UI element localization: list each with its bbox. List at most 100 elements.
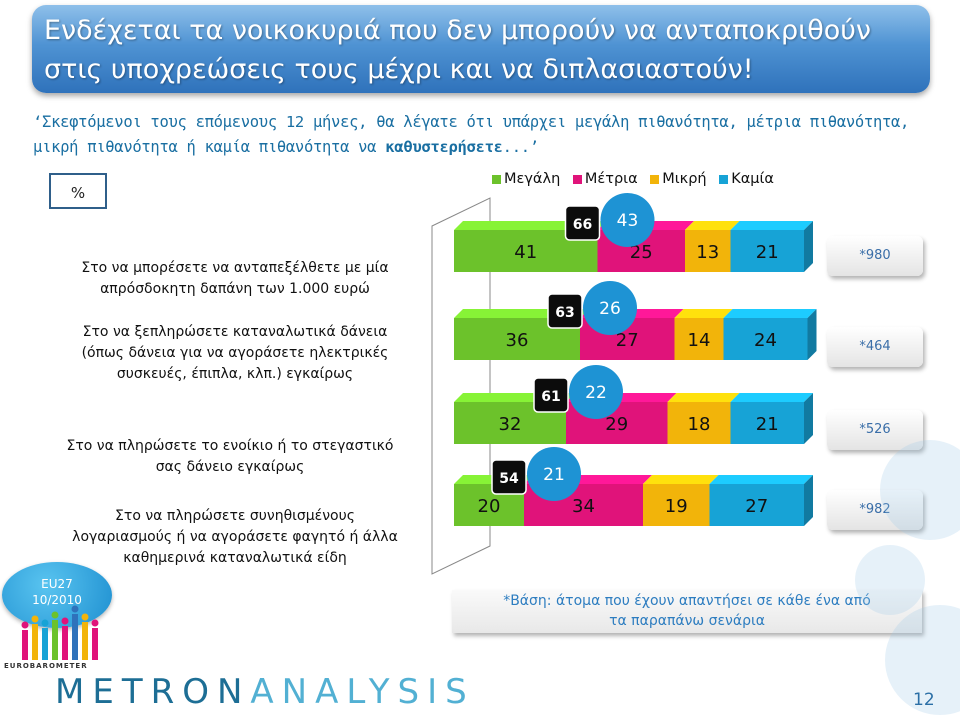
bar-side-2 [807, 309, 817, 360]
question-bold: καθυστερήσετε [385, 138, 503, 156]
row-label-2-line-3: συσκευές, έπιπλα, κλπ.) εγκαίρως [116, 366, 354, 382]
legend-swatch-small [650, 174, 660, 184]
eu27-value-4: 21 [543, 465, 565, 485]
legend-swatch-medium [572, 174, 582, 184]
eu27-circle-2 [583, 281, 637, 335]
metron-analysis-logo: METRONANALYSIS [55, 672, 475, 712]
bar-side-3 [804, 393, 813, 444]
eu27-value-2: 26 [599, 299, 621, 319]
bar-top-none-3 [730, 393, 813, 402]
bar-top-small-1 [685, 221, 740, 230]
legend-item-medium: Μέτρια [572, 171, 638, 187]
eu27-value-1: 43 [617, 211, 639, 231]
percent-box: % [49, 173, 107, 209]
base-note-line-2: τα παραπάνω σενάρια [609, 613, 765, 629]
page-number: 12 [913, 690, 935, 710]
eu27-badge-line-2: 10/2010 [32, 593, 82, 607]
bar-value-medium-2: 27 [616, 330, 639, 351]
row-label-3: Στο να πληρώσετε το ενοίκιο ή το στεγαστ… [30, 436, 430, 478]
legend-item-none: Καμία [719, 171, 774, 187]
base-note: *Βάση: άτομα που έχουν απαντήσει σε κάθε… [452, 590, 922, 633]
bar-top-none-1 [730, 221, 813, 230]
bar-small-4 [643, 484, 710, 526]
bar-value-great-3: 32 [499, 414, 522, 435]
brand-part2: ANALYSIS [250, 672, 475, 712]
bar-value-medium-1: 25 [630, 242, 653, 263]
bar-value-small-2: 14 [688, 330, 711, 351]
legend-item-small: Μικρή [650, 171, 707, 187]
bar-value-none-2: 24 [754, 330, 777, 351]
bar-none-1 [730, 230, 804, 272]
bar-top-small-2 [674, 309, 733, 318]
base-box-2: *464 [827, 327, 923, 367]
eurobarometer-text: EUROBAROMETER [4, 662, 88, 670]
bar-value-small-3: 18 [688, 414, 711, 435]
bar-small-3 [667, 402, 731, 444]
stacked-bar-chart: 41 25 13 21 66 43 36 27 14 24 63 26 32 29 18 21 61 22 20 34… [431, 193, 817, 575]
base-note-line-1: *Βάση: άτομα που έχουν απαντήσει σε κάθε… [503, 593, 871, 609]
bar-top-small-4 [643, 475, 719, 484]
bar-value-great-2: 36 [506, 330, 529, 351]
combined-box-3 [533, 377, 569, 413]
row-label-1-line-2: απρόσδοκητη δαπάνη των 1.000 ευρώ [100, 281, 370, 297]
row-label-4-line-3: καθημερινά καταναλωτικά είδη [123, 550, 347, 566]
combined-box-4 [491, 459, 527, 495]
decorative-snowflake-icon [855, 440, 960, 715]
row-label-3-line-2: σας δάνειο εγκαίρως [155, 459, 305, 475]
bar-top-small-3 [667, 393, 740, 402]
bar-none-4 [709, 484, 804, 526]
bar-top-none-4 [709, 475, 813, 484]
legend-label-none: Καμία [731, 171, 774, 187]
row-label-2-line-1: Στο να ξεπληρώσετε καταναλωτικά δάνεια [82, 324, 388, 340]
base-box-3: *526 [827, 410, 923, 450]
bar-value-none-4: 27 [745, 496, 768, 517]
legend-label-medium: Μέτρια [584, 171, 638, 187]
bar-value-small-4: 19 [665, 496, 688, 517]
bar-value-great-1: 41 [514, 242, 537, 263]
bar-value-none-1: 21 [756, 242, 779, 263]
row-label-4-line-1: Στο να πληρώσετε συνηθισμένους [115, 508, 355, 524]
eu27-badge-line-1: EU27 [41, 577, 73, 591]
combined-value-2: 63 [555, 305, 574, 321]
brand-part1: METRON [55, 672, 251, 712]
bar-none-2 [723, 318, 808, 360]
row-label-2: Στο να ξεπληρώσετε καταναλωτικά δάνεια (… [55, 322, 415, 385]
question-part2: ...’ [502, 138, 539, 156]
legend-label-small: Μικρή [662, 171, 707, 187]
combined-box-1 [564, 205, 601, 241]
bar-small-1 [685, 230, 731, 272]
bar-side-4 [804, 475, 813, 526]
legend-swatch-none [719, 174, 729, 184]
bar-value-great-4: 20 [478, 496, 501, 517]
bar-none-3 [730, 402, 804, 444]
eu27-value-3: 22 [585, 383, 607, 403]
legend-item-great: Μεγάλη [492, 171, 560, 187]
row-label-4: Στο να πληρώσετε συνηθισμένους λογαριασμ… [55, 506, 415, 569]
bar-value-medium-4: 34 [572, 496, 595, 517]
question-part1: ‘Σκεφτόμενοι τους επόμενους 12 μήνες, θα… [33, 113, 910, 156]
combined-box-2 [547, 293, 583, 329]
combined-value-4: 54 [499, 471, 519, 487]
legend-swatch-great [492, 174, 501, 184]
row-label-4-line-2: λογαριασμούς ή να αγοράσετε φαγητό ή άλλ… [72, 529, 398, 545]
bar-small-2 [674, 318, 724, 360]
combined-value-3: 61 [541, 389, 560, 405]
bar-value-none-3: 21 [756, 414, 779, 435]
bar-top-none-2 [723, 309, 817, 318]
combined-value-1: 66 [573, 217, 592, 233]
eurobarometer-logo-icon [21, 605, 99, 660]
question-text: ‘Σκεφτόμενοι τους επόμενους 12 μήνες, θα… [33, 110, 933, 160]
bar-side-1 [804, 221, 813, 272]
row-label-3-line-1: Στο να πληρώσετε το ενοίκιο ή το στεγαστ… [66, 438, 394, 454]
row-label-1: Στο να μπορέσετε να ανταπεξέλθετε με μία… [55, 258, 415, 300]
eu27-circle-3 [569, 365, 623, 419]
base-box-4: *982 [827, 490, 923, 530]
eu27-circle-4 [527, 447, 581, 501]
bar-value-small-1: 13 [696, 242, 719, 263]
base-box-1: *980 [827, 236, 923, 276]
eu27-circle-1 [600, 193, 655, 247]
slide-title: Ενδέχεται τα νοικοκυριά που δεν μπορούν … [44, 15, 871, 85]
legend-label-great: Μεγάλη [504, 171, 561, 187]
title-banner: Ενδέχεται τα νοικοκυριά που δεν μπορούν … [32, 5, 930, 93]
row-label-2-line-2: (όπως δάνεια για να αγοράσετε ηλεκτρικές [81, 345, 389, 361]
